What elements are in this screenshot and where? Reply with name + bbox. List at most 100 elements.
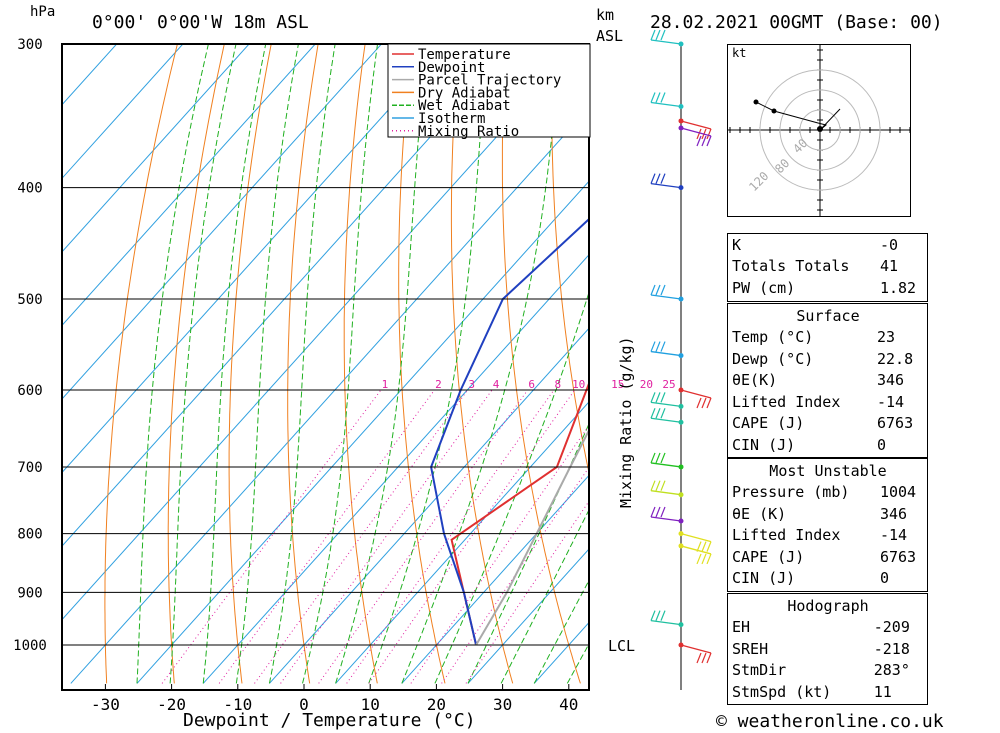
hodograph-ring	[759, 69, 881, 191]
wet-adiabat-line	[533, 579, 589, 684]
isotherm-line	[467, 548, 589, 684]
wind-barb-feather	[701, 652, 707, 664]
most-unstable-box	[727, 458, 928, 592]
mixing-ratio-line	[318, 389, 529, 684]
surface-theta-value: 346	[877, 371, 905, 390]
wind-barb	[650, 417, 682, 423]
mu-li-value: -14	[879, 526, 908, 545]
mu-pressure-value: 1004	[879, 483, 917, 502]
tt-label: Totals Totals	[732, 257, 850, 276]
mu-theta-value: 346	[879, 504, 908, 523]
wind-barb	[680, 644, 712, 654]
surface-cape-label: CAPE (J)	[732, 414, 805, 433]
mu-li-label: Lifted Index	[732, 526, 841, 545]
k-label: K	[732, 235, 742, 254]
surface-box	[727, 303, 928, 458]
wind-barb-feather	[706, 128, 712, 140]
wind-barb	[680, 120, 712, 130]
wind-barb	[650, 39, 682, 45]
wind-barb-feather	[650, 610, 656, 621]
wind-barb-feather	[655, 480, 661, 491]
mixing-ratio-label: 25	[662, 378, 675, 391]
wind-barb-feather	[706, 135, 712, 147]
wind-barb-feather	[696, 652, 702, 664]
wind-barb	[650, 516, 682, 522]
mixing-ratio-label: 2	[435, 378, 442, 391]
wind-barb	[680, 545, 712, 555]
wind-barb-feather	[660, 392, 666, 403]
wind-barb-feather	[655, 284, 661, 296]
hodograph-table: Hodograph EH -209 SREH -218 StmDir 283° Stm…	[728, 595, 928, 703]
mixing-ratio-line	[410, 424, 589, 684]
y-tick-label: 500	[17, 292, 42, 308]
surface-theta-label: θE(K)	[732, 371, 778, 390]
hodograph-ring-label: 40	[790, 136, 810, 156]
y-tick-label: 900	[17, 585, 42, 601]
mixing-ratio-label: 6	[528, 378, 535, 391]
surface-temp-value: 23	[877, 328, 896, 347]
wind-barb-feather	[701, 541, 707, 552]
legend-label: Wet Adiabat	[418, 98, 511, 114]
mu-pressure-label: Pressure (mb)	[732, 483, 850, 502]
date-title: 28.02.2021 00GMT (Base: 00)	[650, 12, 943, 33]
wind-barb-feather	[660, 452, 666, 464]
isotherm-line	[401, 474, 589, 684]
mixing-ratio-label: 15	[611, 378, 624, 391]
isotherm-line	[269, 327, 589, 684]
wind-barb-feather	[660, 92, 666, 103]
hodograph-ring-label: 80	[772, 156, 792, 176]
wind-barb	[650, 294, 682, 300]
wind-barb-feather	[701, 135, 707, 147]
asl-axis-unit: ASL	[596, 27, 624, 45]
surface-table: Surface Temp (°C) 23 Dewp (°C) 22.8 θE(K) 3…	[728, 305, 928, 456]
wind-barb-feather	[660, 480, 666, 491]
wet-adiabat-line	[368, 44, 489, 684]
isotherm-line	[62, 44, 316, 327]
surface-title: Surface	[796, 306, 860, 325]
x-tick-label: -20	[157, 695, 186, 714]
mixing-ratio-axis-title: Mixing Ratio (g/kg)	[617, 336, 635, 508]
stmspd-value: 11	[873, 682, 892, 701]
x-tick-label: 30	[493, 695, 512, 714]
mu-cape-value: 6763	[879, 547, 917, 566]
wet-adiabat-line	[136, 44, 209, 684]
hodograph-origin	[817, 126, 823, 132]
x-tick-label: 20	[427, 695, 446, 714]
isotherm-line	[62, 44, 449, 474]
wind-barb-feather	[701, 553, 707, 565]
sreh-value: -218	[873, 639, 910, 658]
mixing-ratio-line	[465, 500, 589, 684]
mixing-ratio-line	[368, 389, 576, 684]
wind-barb-feather	[706, 397, 712, 409]
mu-cape-label: CAPE (J)	[732, 547, 805, 566]
y-tick-label: 800	[17, 527, 42, 543]
copyright[interactable]: © weatheronline.co.uk	[716, 711, 944, 732]
dry-adiabat-line	[972, 27, 1000, 683]
most-unstable-table: Most Unstable Pressure (mb) 1004 θE (K) 34…	[728, 460, 928, 589]
y-tick-label: 1000	[13, 638, 47, 654]
hodograph-panel: 40 80 120 kt	[727, 39, 911, 221]
surface-dewp-label: Dewp (°C)	[732, 349, 814, 368]
y-tick-label: 600	[17, 383, 42, 399]
isotherm-line	[136, 180, 589, 684]
dry-adiabat-line	[167, 44, 225, 684]
wind-barb-feather	[650, 341, 656, 352]
wind-barb	[650, 490, 682, 496]
wind-barb	[680, 532, 712, 543]
wind-barb-feather	[655, 173, 661, 184]
mixing-ratio-label: 10	[572, 378, 585, 391]
mixing-ratio-line	[280, 389, 493, 684]
hodograph-trace	[755, 101, 828, 131]
mixing-ratio-label: 20	[640, 378, 653, 391]
mixing-ratio-label: 8	[555, 378, 562, 391]
legend-label: Isotherm	[418, 111, 485, 127]
x-tick-label: -30	[91, 695, 120, 714]
pw-value: 1.82	[879, 278, 917, 297]
hodograph-ring	[799, 109, 841, 151]
isotherm-line	[62, 44, 383, 400]
series-dewpoint	[430, 217, 589, 646]
tt-value: 41	[879, 257, 898, 276]
